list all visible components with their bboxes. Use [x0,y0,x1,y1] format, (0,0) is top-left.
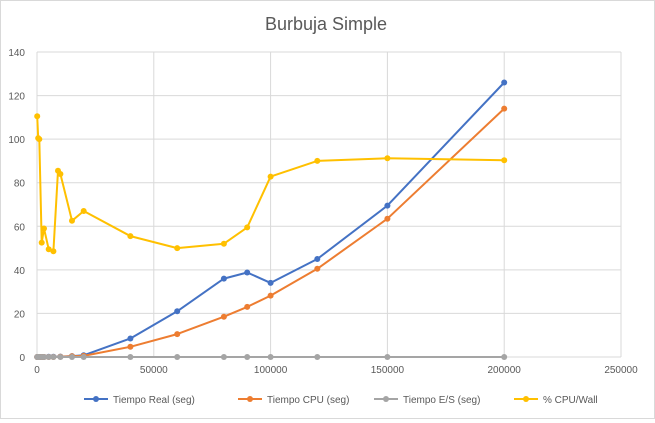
y-tick-label: 100 [8,135,25,146]
legend-label: Tiempo E/S (seg) [403,395,480,406]
axes: 0 20 40 60 80 100 120 140 0 50000 100000 150000 2000… [8,48,638,376]
data-point [384,155,391,162]
data-point [174,331,181,338]
data-point [501,79,508,86]
legend-marker [247,396,253,402]
data-point [127,354,134,360]
legend-marker [383,396,389,402]
legend-label: Tiempo Real (seg) [113,395,195,406]
data-point [127,343,134,350]
series-2 [34,354,508,360]
y-tick-label: 80 [14,179,26,190]
data-point [45,246,52,253]
y-tick-label: 20 [14,309,26,320]
data-point [36,136,43,143]
x-tick-label: 200000 [488,365,522,376]
data-point [384,354,391,360]
legend-marker [523,396,529,402]
y-tick-label: 140 [8,48,25,59]
data-point [267,354,274,360]
x-tick-label: 150000 [371,365,405,376]
data-point [127,233,134,240]
data-point [45,354,52,360]
data-point [384,202,391,209]
data-point [501,354,508,360]
legend: Tiempo Real (seg) Tiempo CPU (seg) Tiempo … [84,395,598,406]
data-point [314,157,321,164]
data-point [80,208,87,214]
data-point [57,171,64,177]
series-3 [34,113,508,255]
data-point [314,265,321,272]
y-tick-label: 40 [14,266,26,277]
data-point [41,225,47,232]
data-point [34,113,41,120]
data-point [220,354,227,360]
data-point [220,240,227,247]
grid [36,51,622,358]
legend-item: % CPU/Wall [514,395,598,406]
chart-title: Burbuja Simple [265,14,387,34]
data-point [69,354,75,360]
data-point [501,105,508,112]
y-tick-label: 0 [19,353,25,364]
x-tick-label: 250000 [604,365,638,376]
data-point [220,275,227,282]
legend-item: Tiempo E/S (seg) [374,395,480,406]
data-point [127,335,134,342]
data-point [174,245,181,252]
legend-marker [93,396,99,402]
data-point [50,248,57,255]
legend-item: Tiempo CPU (seg) [238,395,349,406]
data-point [174,354,181,360]
data-point [220,313,227,320]
data-point [314,354,321,360]
series [34,79,508,360]
x-tick-label: 0 [34,365,40,376]
data-point [244,269,251,276]
data-point [267,292,274,299]
data-point [384,215,391,222]
data-point [38,239,45,246]
x-tick-label: 100000 [254,365,288,376]
data-point [80,354,87,360]
data-point [174,308,181,315]
data-point [267,279,274,286]
legend-label: Tiempo CPU (seg) [267,395,349,406]
data-point [57,354,64,360]
data-point [501,157,508,164]
y-tick-label: 60 [14,222,26,233]
data-point [267,173,274,180]
data-point [244,303,251,310]
data-point [50,354,57,360]
data-point [314,256,321,262]
legend-label: % CPU/Wall [543,395,598,406]
data-point [41,354,47,360]
x-tick-label: 50000 [140,365,168,376]
y-tick-label: 120 [8,92,25,103]
data-point [244,354,251,360]
data-point [244,224,251,231]
data-point [69,217,75,224]
legend-item: Tiempo Real (seg) [84,395,195,406]
